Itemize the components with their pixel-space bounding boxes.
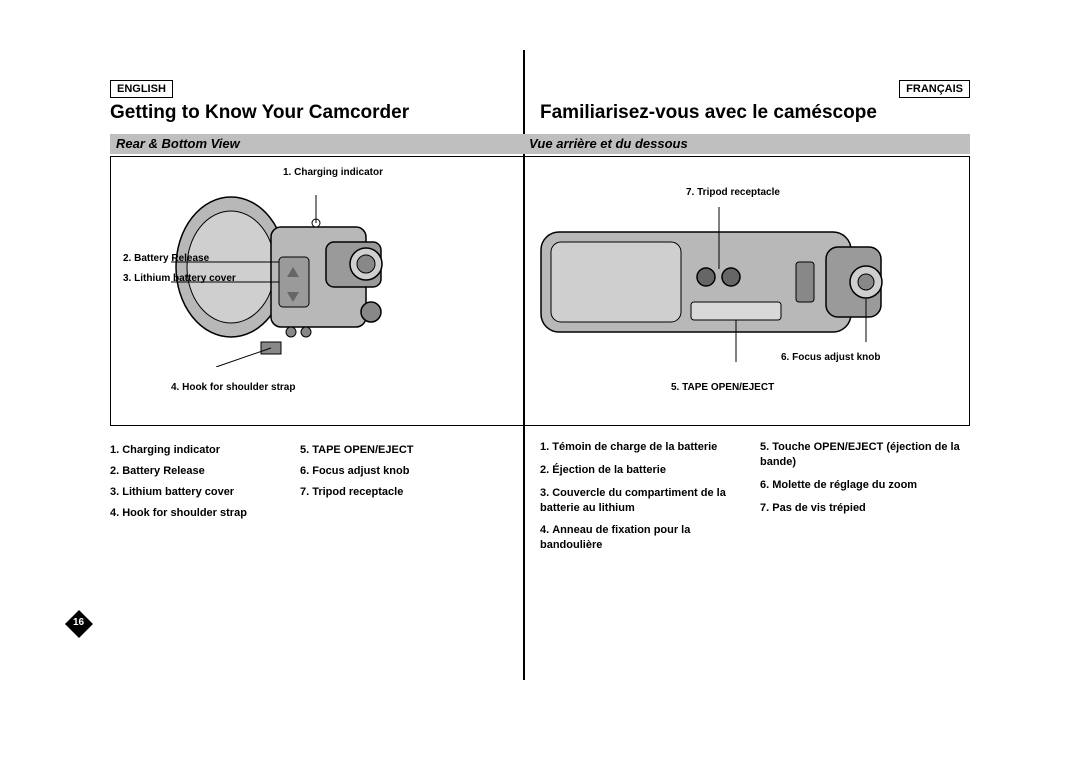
list-item: Focus adjust knob: [300, 461, 480, 482]
list-item: Couvercle du compartiment de la batterie…: [540, 486, 740, 516]
camcorder-bottom-illustration: [531, 207, 901, 367]
list-french-col2: Touche OPEN/EJECT (éjection de la bande)…: [760, 440, 960, 523]
callout-7: 7. Tripod receptacle: [686, 187, 780, 198]
list-item: Hook for shoulder strap: [110, 503, 290, 524]
list-item: Lithium battery cover: [110, 482, 290, 503]
callout-1: 1. Charging indicator: [283, 167, 383, 178]
manual-page: ENGLISH FRANÇAIS Getting to Know Your Ca…: [110, 80, 970, 640]
callout-3: 3. Lithium battery cover: [123, 273, 236, 284]
list-item: Pas de vis trépied: [760, 501, 960, 516]
list-english-col1: Charging indicator Battery Release Lithi…: [110, 440, 290, 524]
list-item: TAPE OPEN/EJECT: [300, 440, 480, 461]
list-item: Battery Release: [110, 461, 290, 482]
subtitle-english: Rear & Bottom View: [110, 134, 523, 154]
list-item: Touche OPEN/EJECT (éjection de la bande): [760, 440, 960, 470]
list-english-col2: TAPE OPEN/EJECT Focus adjust knob Tripod…: [300, 440, 480, 503]
list-item: Tripod receptacle: [300, 482, 480, 503]
list-item: Molette de réglage du zoom: [760, 478, 960, 493]
diagram-container: 1. Charging indicator 2. Battery Release…: [110, 156, 970, 426]
title-french: Familiarisez-vous avec le caméscope: [540, 102, 877, 124]
list-item: Anneau de fixation pour la bandoulière: [540, 523, 740, 553]
language-label-english: ENGLISH: [110, 80, 173, 98]
list-item: Éjection de la batterie: [540, 463, 740, 478]
page-number: 16: [73, 617, 84, 628]
list-item: Témoin de charge de la batterie: [540, 440, 740, 455]
language-label-french: FRANÇAIS: [899, 80, 970, 98]
callout-4: 4. Hook for shoulder strap: [171, 382, 295, 393]
subtitle-french: Vue arrière et du dessous: [523, 134, 970, 154]
title-english: Getting to Know Your Camcorder: [110, 102, 409, 124]
callout-6: 6. Focus adjust knob: [781, 352, 880, 363]
callout-5: 5. TAPE OPEN/EJECT: [671, 382, 774, 393]
list-item: Charging indicator: [110, 440, 290, 461]
list-french-col1: Témoin de charge de la batterie Éjection…: [540, 440, 740, 561]
callout-2: 2. Battery Release: [123, 253, 209, 264]
